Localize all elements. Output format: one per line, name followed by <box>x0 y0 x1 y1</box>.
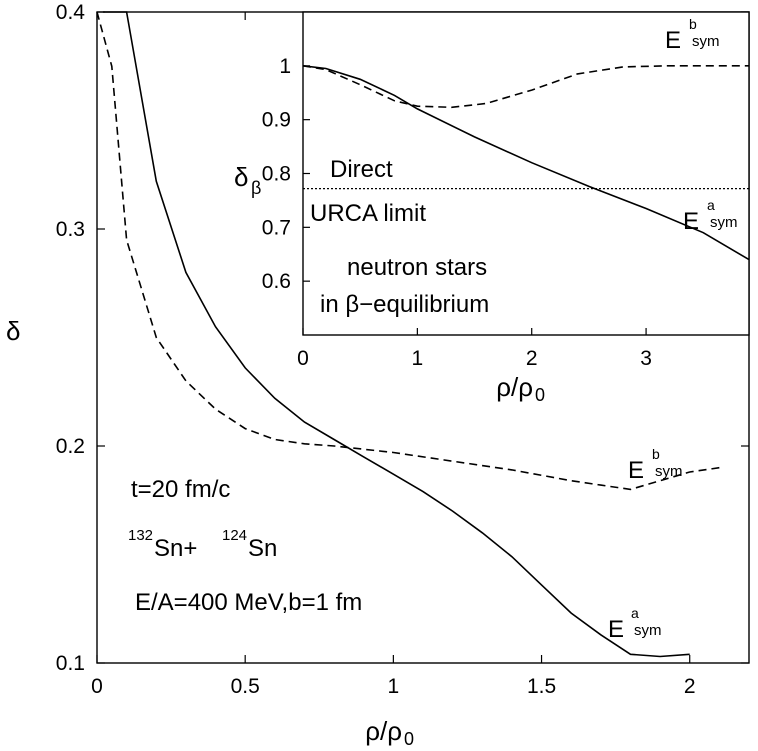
inset-y-tick-label: 0.7 <box>262 216 291 239</box>
urca-limit-line1: Direct <box>330 156 393 183</box>
inset-x-axis-label-subscript: 0 <box>535 385 545 405</box>
inset-y-axis-label-subscript: β <box>251 178 261 198</box>
inset-y-tick-label: 0.8 <box>262 163 291 186</box>
energy-annotation: E/A=400 MeV,b=1 fm <box>135 589 362 616</box>
inset-series-a-label-main: E <box>683 208 699 235</box>
main-y-axis-label: δ <box>6 316 20 346</box>
inset-y-tick-label: 0.6 <box>262 270 291 293</box>
inset-series-b-line <box>302 65 749 109</box>
main-y-tick-label: 0.2 <box>56 435 85 458</box>
main-series-b-label: E b sym <box>628 446 683 484</box>
time-annotation: t=20 fm/c <box>131 476 230 503</box>
reaction-element-2: Sn <box>248 535 277 562</box>
inset-series-b-label-sub: sym <box>692 33 720 50</box>
reaction-mass-1: 132 <box>128 527 153 544</box>
inset-series-a-label-sup: a <box>707 197 715 213</box>
main-series-a-label-main: E <box>608 616 624 643</box>
inset-series-b-label: E b sym <box>665 16 720 54</box>
main-series-b-label-main: E <box>628 457 644 484</box>
main-series-a-label-sup: a <box>631 605 639 621</box>
neutron-stars-line2: in β−equilibrium <box>320 291 489 318</box>
inset-chart: 0 1 2 3 0.6 0.7 0.8 0.9 1 ρ/ρ 0 δ β Direct URCA … <box>234 11 750 405</box>
main-x-axis-label-subscript: 0 <box>404 729 414 749</box>
main-y-tick-label: 0.3 <box>56 218 85 241</box>
main-series-a-label-sub: sym <box>634 622 662 639</box>
main-series-b-label-sup: b <box>652 446 660 462</box>
inset-y-axis-label: δ <box>234 162 248 192</box>
urca-limit-line2: URCA limit <box>310 200 426 227</box>
inset-x-tick-label: 1 <box>412 347 424 370</box>
inset-series-a-line <box>302 65 750 261</box>
main-tick-labels: 0 0.5 1 1.5 2 0.1 0.2 0.3 0.4 <box>56 1 696 698</box>
inset-tick-labels: 0 1 2 3 0.6 0.7 0.8 0.9 1 <box>262 55 652 370</box>
main-series-a-label: E a sym <box>608 605 662 643</box>
reaction-element-1: Sn+ <box>154 535 197 562</box>
main-series-b-line <box>96 11 720 491</box>
inset-series-b-label-sup: b <box>689 16 697 32</box>
inset-y-tick-label: 0.9 <box>262 109 291 132</box>
main-y-tick-label: 0.1 <box>56 652 85 675</box>
inset-series-b-label-main: E <box>665 27 681 54</box>
main-x-axis-label: ρ/ρ <box>365 716 402 746</box>
inset-y-tick-label: 1 <box>279 55 291 78</box>
main-x-tick-label: 1.5 <box>527 675 556 698</box>
main-series <box>96 11 720 658</box>
main-y-tick-label: 0.4 <box>56 1 86 24</box>
inset-series <box>302 65 750 261</box>
neutron-stars-line1: neutron stars <box>347 254 487 281</box>
inset-series-a-label-sub: sym <box>710 214 738 231</box>
reaction-mass-2: 124 <box>222 527 247 544</box>
main-chart: 0 0.5 1 1.5 20.10.20.30.4 ρ/ρ 0 δ t=20 fm/c … <box>6 1 750 749</box>
inset-x-tick-label: 3 <box>640 347 652 370</box>
inset-x-tick-label: 0 <box>297 347 309 370</box>
inset-series-a-label: E a sym <box>683 197 738 235</box>
main-series-b-label-sub: sym <box>655 463 683 480</box>
inset-x-tick-label: 2 <box>526 347 538 370</box>
main-x-tick-label: 0 <box>91 675 103 698</box>
inset-x-axis-label: ρ/ρ <box>496 372 533 402</box>
main-x-tick-label: 2 <box>684 675 696 698</box>
main-x-tick-label: 0.5 <box>231 675 260 698</box>
main-x-tick-label: 1 <box>388 675 400 698</box>
main-series-a-line <box>102 11 690 658</box>
